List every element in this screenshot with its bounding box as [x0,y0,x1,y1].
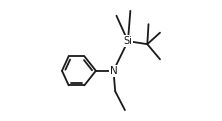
Text: Si: Si [123,36,132,46]
Text: N: N [109,66,117,76]
